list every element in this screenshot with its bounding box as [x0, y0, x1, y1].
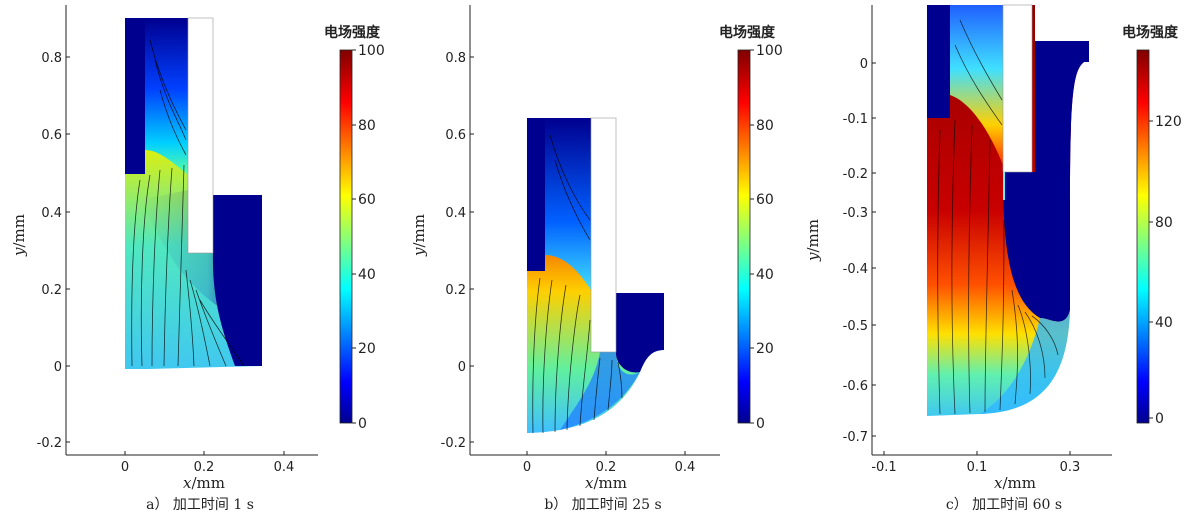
x-tick-label: 0.4 [274, 460, 295, 475]
x-axis-label-c: x/mm [994, 474, 1036, 492]
field-lines-a [131, 39, 245, 367]
colorbar-title: 电场强度 [1122, 24, 1179, 41]
y-tick-label: -0.4 [843, 262, 868, 277]
colorbar-tick-label: 80 [1155, 215, 1173, 231]
y-ticks-a: -0.2 0 0.2 0.4 0.6 0.8 [37, 51, 70, 451]
x-ticks-a: 0 0.2 0.4 [121, 451, 294, 475]
tool-electrode-b [590, 117, 617, 353]
x-tick-label: 0.3 [1060, 460, 1081, 475]
x-tick-label: 0 [121, 460, 129, 475]
y-tick-label: -0.2 [843, 167, 868, 182]
chart-panel-a: -0.2 0 0.2 0.4 0.6 0.8 0 0.2 0.4 x/mm y/… [10, 5, 385, 513]
x-axis-label-a: x/mm [183, 474, 225, 492]
tool-electrode-c [1002, 4, 1033, 173]
y-tick-label: -0.3 [843, 206, 868, 221]
colorbar-tick-label: 0 [358, 416, 367, 432]
y-ticks-c: -0.7 -0.6 -0.5 -0.4 -0.3 -0.2 -0.1 0 [843, 57, 876, 445]
colorbar-tick-label: 40 [358, 267, 376, 283]
y-axis-label-c: y/mm [804, 219, 822, 262]
colorbar-tick-label: 0 [756, 416, 765, 432]
y-tick-label: 0.8 [41, 51, 62, 66]
colorbar-tick-label: 40 [1155, 315, 1173, 331]
top-gap-c [950, 5, 1003, 165]
y-tick-label: 0.2 [41, 283, 62, 298]
low-field-right-b [615, 293, 664, 373]
colorbar-a: 电场强度 0 20 40 60 80 100 [324, 24, 385, 432]
colorbar-tick-label: 0 [1155, 411, 1164, 427]
x-tick-label: 0 [523, 460, 531, 475]
colorbar-b: 电场强度 0 20 40 60 80 100 [719, 24, 783, 432]
y-tick-label: 0 [860, 57, 868, 72]
x-ticks-b: 0 0.2 0.4 [523, 451, 695, 475]
y-tick-label: -0.2 [441, 436, 466, 451]
tool-body-a [125, 18, 145, 174]
y-tick-label: 0 [458, 360, 466, 375]
y-tick-label: -0.6 [843, 379, 868, 394]
x-tick-label: 0.2 [596, 460, 617, 475]
field-lines-c [937, 19, 1059, 415]
y-tick-label: 0.4 [41, 206, 62, 221]
y-tick-label: -0.2 [37, 436, 62, 451]
colorbar-tick-label: 60 [756, 192, 774, 208]
y-ticks-b: -0.2 0 0.2 0.4 0.6 0.8 [441, 51, 474, 451]
colorbar-tick-label: 20 [756, 341, 774, 357]
outer-fade-c [980, 310, 1070, 414]
x-tick-label: 0.1 [967, 460, 988, 475]
caption-a: a） 加工时间 1 s [146, 497, 254, 513]
colorbar-tick-label: 20 [358, 341, 376, 357]
colorbar-tick-label: 80 [756, 118, 774, 134]
colorbar-tick-label: 80 [358, 118, 376, 134]
y-tick-label: 0.6 [41, 128, 62, 143]
y-tick-label: 0.6 [445, 128, 466, 143]
low-field-right-a [212, 195, 262, 366]
chart-panel-b: -0.2 0 0.2 0.4 0.6 0.8 0 0.2 0.4 x/mm y/… [410, 5, 783, 513]
x-ticks-c: -0.1 0.1 0.3 [871, 451, 1080, 475]
caption-b: b） 加工时间 25 s [544, 497, 661, 513]
y-tick-label: 0.2 [445, 283, 466, 298]
y-axis-label-b: y/mm [410, 214, 428, 257]
tool-electrode-a [187, 17, 214, 254]
tool-body-b [527, 118, 545, 271]
field-lines-b [532, 134, 623, 434]
y-tick-label: 0.4 [445, 206, 466, 221]
x-axis-label-b: x/mm [585, 474, 627, 492]
colorbar-title: 电场强度 [719, 24, 776, 41]
colorbar-tick-label: 100 [756, 43, 783, 59]
x-tick-label: 0.4 [675, 460, 696, 475]
colorbar-tick-label: 60 [358, 192, 376, 208]
low-field-right-c [1003, 41, 1089, 322]
colorbar-c: 电场强度 0 40 80 120 [1122, 24, 1182, 427]
colorbar-tick-label: 120 [1155, 114, 1182, 130]
y-axis-label-a: y/mm [10, 214, 28, 257]
y-tick-label: 0 [54, 360, 62, 375]
colorbar-tick-label: 40 [756, 267, 774, 283]
y-tick-label: -0.7 [843, 430, 868, 445]
x-tick-label: -0.1 [871, 460, 896, 475]
colorbar-tick-label: 100 [358, 43, 385, 59]
top-gap-b [545, 118, 591, 290]
y-tick-label: 0.8 [445, 51, 466, 66]
chart-panel-c: -0.7 -0.6 -0.5 -0.4 -0.3 -0.2 -0.1 0 -0.… [804, 4, 1182, 513]
x-tick-label: 0.2 [194, 460, 215, 475]
y-tick-label: -0.5 [843, 319, 868, 334]
tool-body-c [927, 5, 950, 118]
colorbar-title: 电场强度 [324, 24, 381, 41]
y-tick-label: -0.1 [843, 112, 868, 127]
caption-c: c） 加工时间 60 s [946, 497, 1062, 513]
